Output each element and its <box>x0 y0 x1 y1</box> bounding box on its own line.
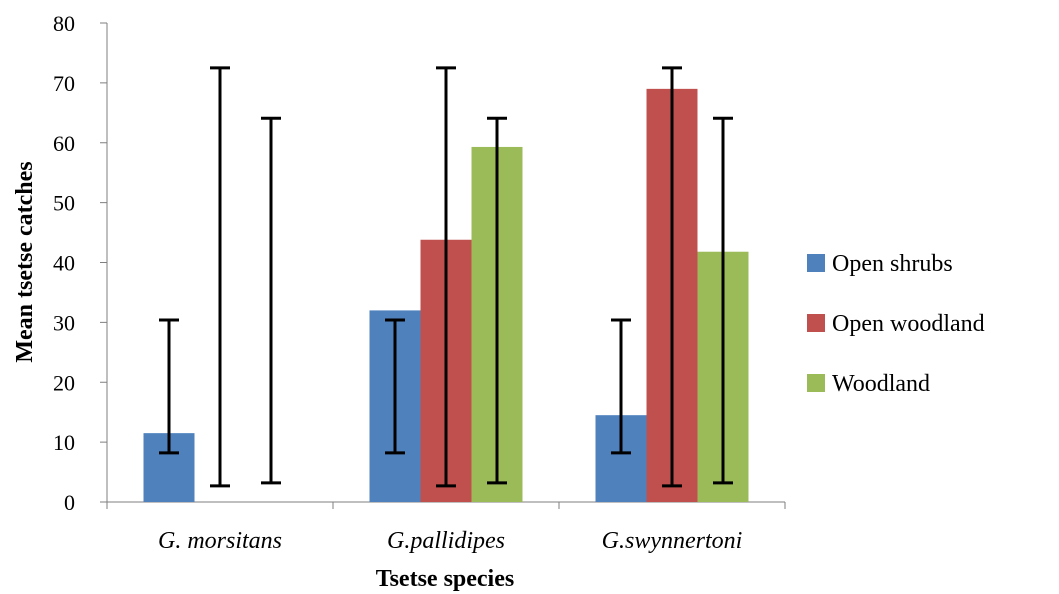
y-tick-label: 60 <box>53 131 75 156</box>
y-tick-label: 40 <box>53 251 75 276</box>
error-bars <box>159 66 733 488</box>
y-axis: 0 10 20 30 40 50 60 70 80 <box>53 11 108 515</box>
y-tick-label: 50 <box>53 191 75 216</box>
y-tick-label: 80 <box>53 11 75 36</box>
y-tick-label: 70 <box>53 71 75 96</box>
y-tick-label: 30 <box>53 310 75 335</box>
legend: Open shrubs Open woodland Woodland <box>807 251 985 397</box>
y-axis-title: Mean tsetse catches <box>12 161 38 362</box>
x-category-label: G.swynnertoni <box>602 528 743 554</box>
y-tick-label: 0 <box>64 490 75 515</box>
y-tick-label: 20 <box>53 370 75 395</box>
legend-label: Woodland <box>832 371 930 397</box>
x-axis: G. morsitans G.pallidipes G.swynnertoni <box>106 501 786 554</box>
legend-swatch <box>807 314 825 332</box>
y-tick-label: 10 <box>53 430 75 455</box>
x-category-label: G. morsitans <box>158 528 282 554</box>
x-category-label: G.pallidipes <box>387 528 505 554</box>
x-axis-title: Tsetse species <box>376 566 514 592</box>
legend-label: Open woodland <box>832 311 985 337</box>
legend-swatch <box>807 254 825 272</box>
legend-swatch <box>807 374 825 392</box>
legend-label: Open shrubs <box>832 251 953 277</box>
